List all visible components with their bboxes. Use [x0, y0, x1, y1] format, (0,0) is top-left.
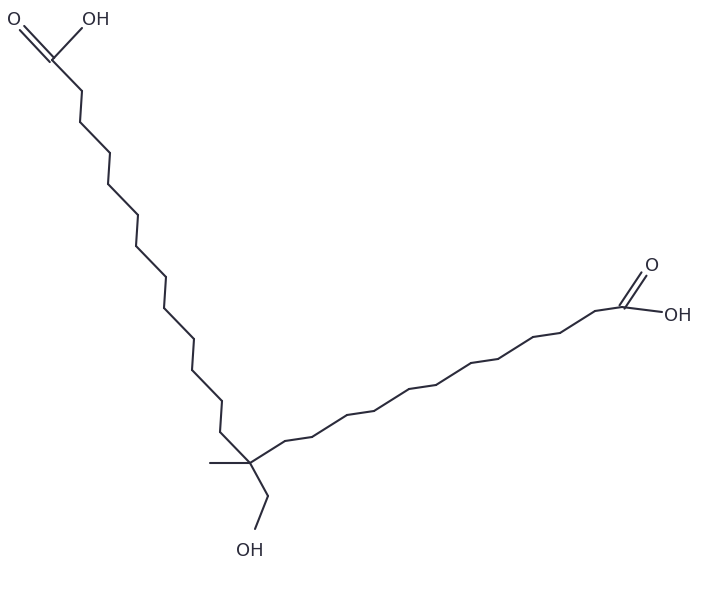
Text: OH: OH	[664, 307, 692, 325]
Text: OH: OH	[82, 11, 110, 29]
Text: OH: OH	[236, 542, 264, 560]
Text: O: O	[7, 11, 21, 29]
Text: O: O	[645, 257, 659, 275]
